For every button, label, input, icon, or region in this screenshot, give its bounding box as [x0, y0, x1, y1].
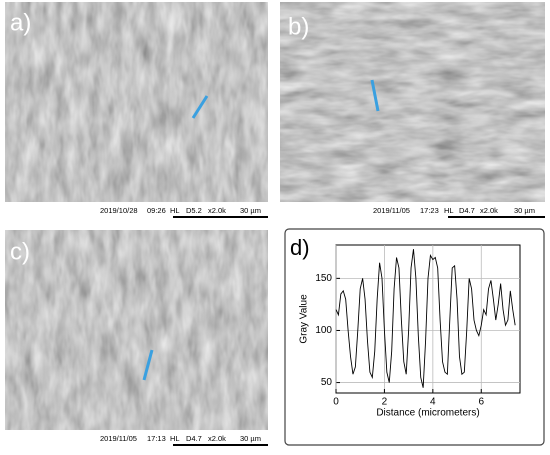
- date: 2019/11/05: [373, 206, 410, 215]
- x-tick-label: 4: [430, 397, 436, 408]
- panel-a: a) 2019/10/28 09:26 HL D5.2 x2.0k 30 µm: [5, 2, 268, 218]
- sem-image: [280, 2, 545, 202]
- magnification: x2.0k: [480, 206, 498, 215]
- mode: HL: [444, 206, 454, 215]
- panel-c: c) 2019/11/05 17:13 HL D4.7 x2.0k 30 µm: [5, 230, 268, 446]
- x-axis-label: Distance (micrometers): [376, 408, 479, 419]
- panel-b: b) 2019/11/05 17:23 HL D4.7 x2.0k 30 µm: [280, 2, 545, 218]
- x-tick-label: 2: [382, 397, 388, 408]
- x-tick-label: 0: [333, 397, 339, 408]
- chart-title: d): [290, 235, 310, 260]
- mode: HL: [170, 206, 180, 215]
- y-tick-label: 150: [315, 273, 332, 284]
- panel-frame: [284, 228, 545, 446]
- time: 17:13: [147, 434, 166, 443]
- time: 17:23: [420, 206, 439, 215]
- date: 2019/10/28: [100, 206, 138, 215]
- y-tick-label: 100: [315, 325, 332, 336]
- panel-d: d) Distance (micrometers) Gray Value 50 1…: [284, 228, 545, 446]
- data-line: [335, 249, 516, 388]
- distance: D5.2: [186, 206, 202, 215]
- scale: 30 µm: [240, 434, 261, 443]
- scale: 30 µm: [514, 206, 535, 215]
- magnification: x2.0k: [208, 206, 226, 215]
- panel-label: c): [10, 238, 30, 265]
- sem-image: [5, 230, 268, 430]
- profile-line: [142, 349, 154, 381]
- date: 2019/11/05: [100, 434, 137, 443]
- distance: D4.7: [459, 206, 475, 215]
- profile-line: [370, 79, 380, 112]
- distance: D4.7: [186, 434, 202, 443]
- panel-label: a): [10, 9, 31, 36]
- magnification: x2.0k: [208, 434, 226, 443]
- scale: 30 µm: [240, 206, 261, 215]
- sem-image: [5, 2, 268, 202]
- x-tick-label: 6: [478, 397, 484, 408]
- mode: HL: [170, 434, 180, 443]
- profile-line: [191, 95, 209, 119]
- y-tick-label: 50: [321, 377, 333, 388]
- panel-label: b): [288, 13, 309, 40]
- y-axis-label: Gray Value: [299, 294, 310, 344]
- time: 09:26: [147, 206, 166, 215]
